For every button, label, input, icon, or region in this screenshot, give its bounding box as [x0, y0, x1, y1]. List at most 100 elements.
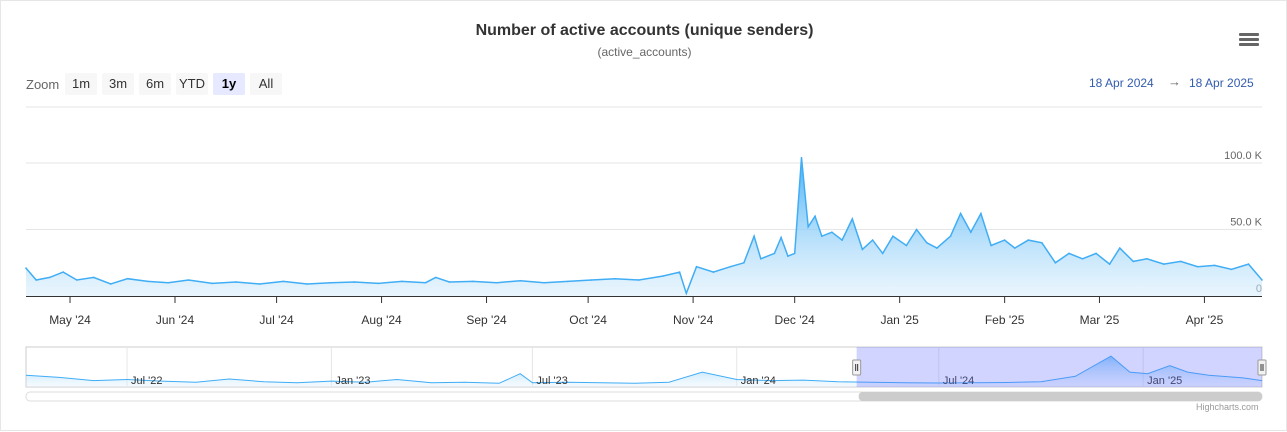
data-point: [543, 281, 545, 284]
data-point: [1054, 262, 1057, 264]
series-area: [26, 157, 1262, 296]
data-point: [258, 283, 261, 285]
data-point: [1132, 260, 1135, 263]
navigator-handle-left[interactable]: [852, 359, 862, 376]
data-point: [780, 236, 782, 239]
navigator-tick-label: Jan '24: [741, 375, 776, 387]
chart-subtitle: (active_accounts): [597, 45, 692, 59]
data-point: [1081, 258, 1084, 260]
hamburger-menu-icon[interactable]: [1239, 33, 1259, 49]
data-point: [1068, 252, 1070, 255]
data-point: [167, 281, 169, 284]
data-point: [472, 280, 474, 283]
data-point: [970, 231, 972, 233]
grid-lines: [26, 106, 1262, 230]
data-point: [760, 258, 762, 260]
x-tick-label: Feb '25: [985, 313, 1025, 327]
data-point: [787, 255, 789, 257]
data-point: [1119, 247, 1121, 249]
data-point: [235, 281, 237, 283]
x-tick-label: Aug '24: [361, 313, 402, 327]
data-point: [807, 226, 809, 228]
navigator-area: [26, 356, 1262, 387]
data-point: [661, 275, 664, 277]
data-point: [793, 252, 796, 255]
data-point: [1230, 268, 1233, 271]
data-point: [926, 242, 928, 244]
data-point: [743, 262, 745, 264]
data-point: [695, 265, 698, 268]
zoom-label: Zoom: [26, 77, 60, 92]
navigator-tick-label: Jul '22: [131, 375, 162, 387]
data-point: [990, 244, 992, 247]
data-point: [519, 279, 522, 282]
data-point: [881, 252, 884, 255]
data-point: [1003, 239, 1006, 241]
data-point: [614, 277, 616, 280]
scrollbar-thumb[interactable]: [858, 392, 1262, 401]
x-tick-label: Nov '24: [673, 313, 714, 327]
zoom-1y-button[interactable]: 1y: [213, 73, 245, 95]
data-point: [567, 280, 569, 283]
data-point: [753, 235, 755, 237]
data-point: [638, 279, 640, 281]
range-arrow: →: [1168, 74, 1181, 89]
data-point: [773, 252, 776, 255]
x-tick-label: May '24: [49, 313, 91, 327]
data-point: [851, 218, 854, 220]
data-point: [92, 276, 95, 279]
data-point: [353, 281, 356, 283]
data-point: [841, 239, 843, 241]
zoom-3m-button[interactable]: 3m: [102, 73, 134, 95]
data-point: [905, 244, 908, 247]
chart-title: Number of active accounts (unique sender…: [475, 22, 814, 39]
y-tick-label: 50.0 K: [1230, 217, 1262, 229]
data-point: [871, 239, 874, 241]
data-point: [1041, 242, 1043, 244]
data-point: [892, 235, 894, 237]
x-axis: May '24 Jun '24 Jul '24 Aug '24 Sep '24 Oct '…: [26, 296, 1262, 327]
data-point: [48, 276, 51, 279]
range-to-input[interactable]: 18 Apr 2025: [1189, 76, 1254, 90]
data-point: [685, 292, 688, 295]
data-point: [831, 231, 833, 233]
data-point: [590, 279, 593, 281]
data-point: [1261, 279, 1263, 281]
zoom-ytd-button[interactable]: YTD: [176, 73, 208, 95]
zoom-1m-button[interactable]: 1m: [65, 73, 97, 95]
navigator-tick-label: Jan '23: [335, 375, 370, 387]
data-point: [949, 235, 952, 237]
data-point: [1247, 263, 1250, 265]
x-tick-label: Jul '24: [259, 313, 294, 327]
data-point: [434, 276, 437, 279]
data-point: [62, 271, 64, 273]
data-point: [712, 271, 715, 273]
data-point: [729, 265, 732, 268]
data-point: [1027, 239, 1030, 241]
x-tick-label: Oct '24: [569, 313, 607, 327]
data-point: [1108, 263, 1111, 265]
navigator-selection-mask[interactable]: [856, 347, 1262, 387]
data-point: [448, 281, 451, 283]
x-tick-label: Dec '24: [775, 313, 816, 327]
navigator-tick-label: Jul '23: [536, 375, 567, 387]
range-from-input[interactable]: 18 Apr 2024: [1089, 76, 1154, 90]
x-tick-label: Jun '24: [156, 313, 195, 327]
data-point: [424, 281, 427, 284]
data-point: [821, 235, 823, 237]
data-point: [187, 279, 190, 281]
y-tick-label: 100.0 K: [1224, 150, 1263, 162]
data-point: [1146, 258, 1148, 260]
data-point: [959, 212, 962, 215]
navigator-handle-right[interactable]: [1257, 359, 1267, 376]
zoom-6m-button[interactable]: 6m: [139, 73, 171, 95]
data-point: [495, 281, 498, 284]
data-point: [936, 247, 938, 249]
credits-link[interactable]: Highcharts.com: [1196, 402, 1259, 412]
data-point: [126, 277, 129, 280]
navigator[interactable]: Jul '22 Jan '23 Jul '23 Jan '24 Jul '24 Jan '…: [25, 346, 1267, 402]
data-point: [861, 248, 864, 251]
zoom-all-button[interactable]: All: [250, 73, 282, 95]
